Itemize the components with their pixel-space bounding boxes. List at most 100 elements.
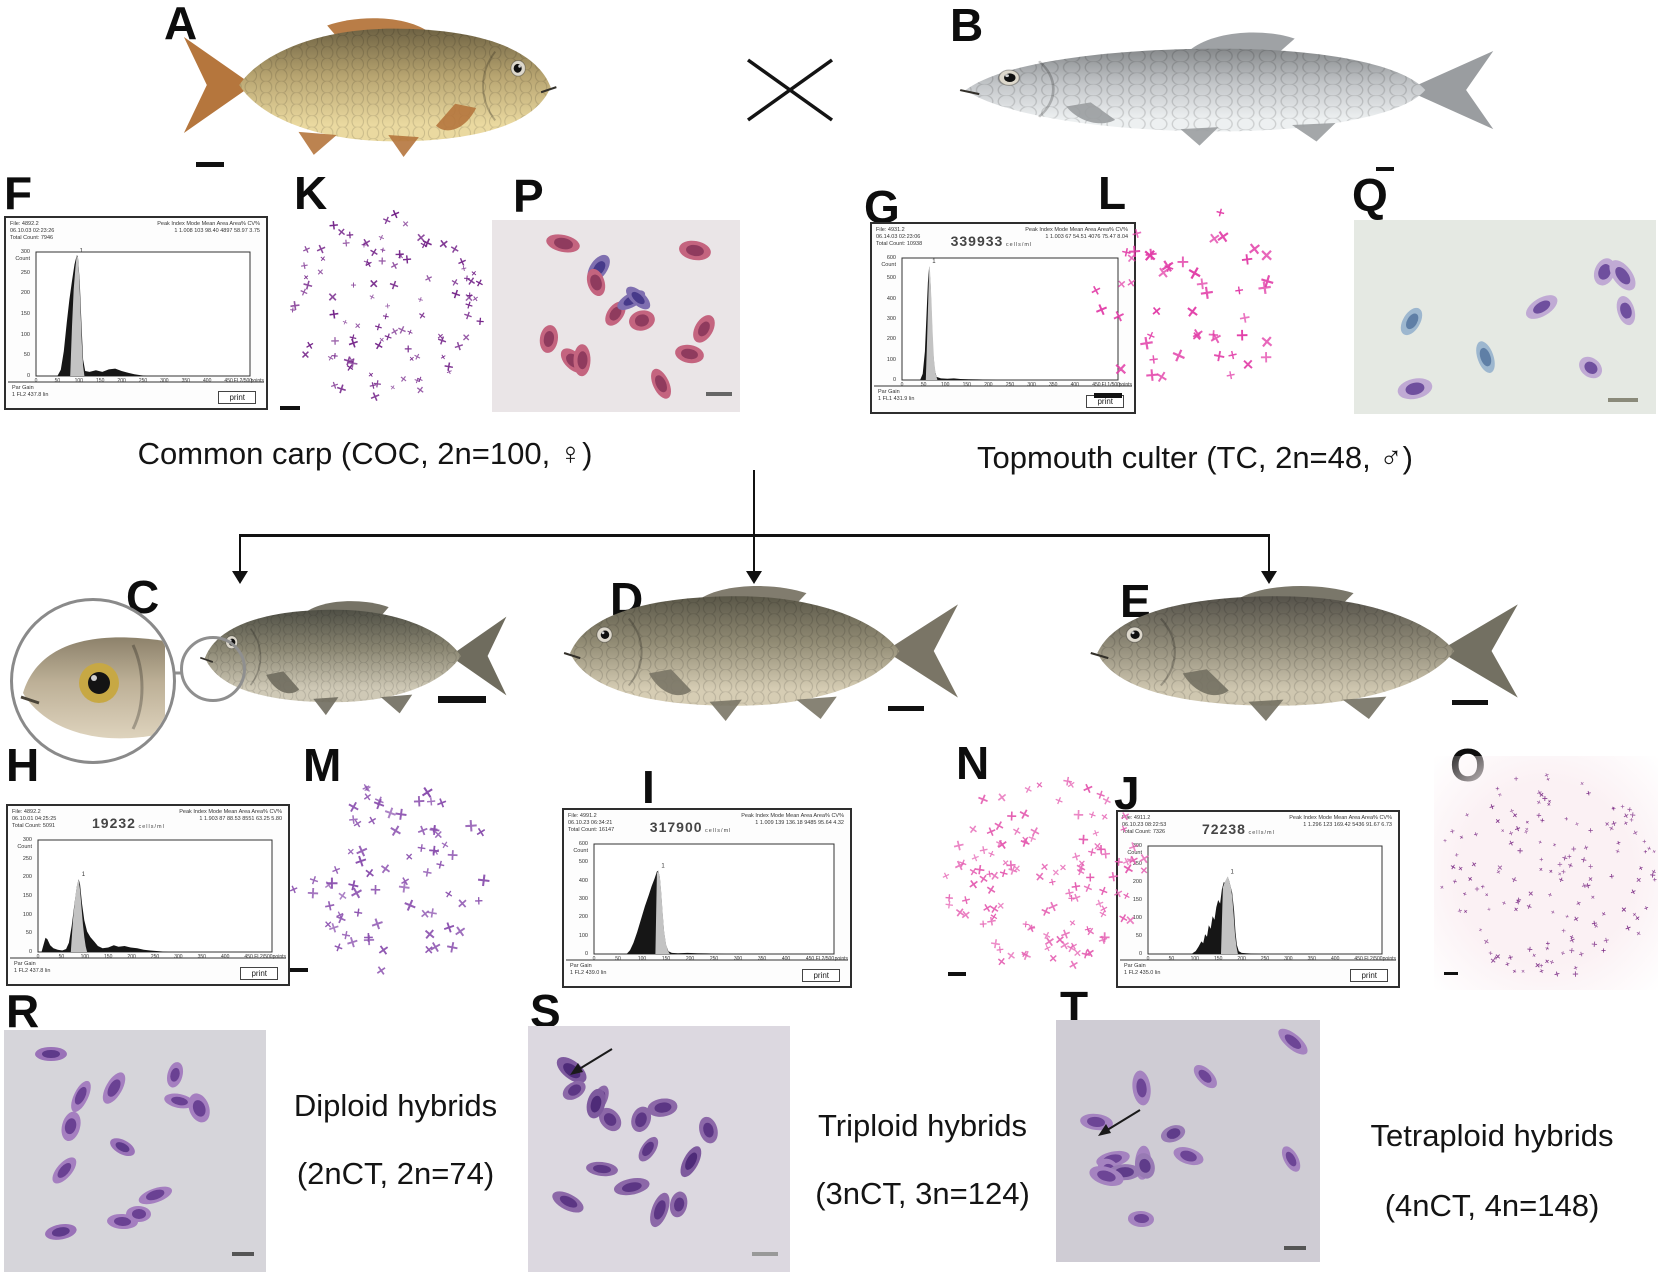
erythrocyte-cell <box>57 1108 84 1143</box>
triploid-caption-line2: (3nCT, 3n=124) <box>815 1176 1030 1211</box>
triploid-caption-line1: Triploid hybrids <box>817 1108 1028 1143</box>
panel-label-p: P <box>513 170 544 222</box>
chromosome: ✕ <box>406 328 415 336</box>
erythrocyte-cell <box>1277 1143 1304 1175</box>
chromosome: ✕ <box>415 294 424 304</box>
chromosome: ✕ <box>1483 938 1491 947</box>
chromosome: ✕ <box>1503 960 1511 968</box>
chromosome: ✕ <box>1241 355 1255 372</box>
chromosome: ✕ <box>1552 842 1558 849</box>
chromosome: ✕ <box>940 869 952 882</box>
chromosome: ✕ <box>1507 837 1516 846</box>
erythrocyte-cell <box>1130 1069 1153 1107</box>
diploid-caption-line2: (2nCT, 2n=74) <box>296 1156 495 1191</box>
erythrocyte-cell <box>1127 1210 1155 1228</box>
chromosome: ✕ <box>457 897 469 912</box>
panel-q-blood-smear <box>1354 220 1656 414</box>
chromosome: ✕ <box>1037 904 1053 919</box>
chromosome: ✕ <box>1486 906 1493 912</box>
annotation-arrow-icon <box>570 1047 613 1075</box>
cytometer-stats: Peak Index Mode Mean Area Area% CV% 1 1.0… <box>157 221 260 234</box>
panel-label-l: L <box>1098 167 1127 219</box>
chromosome: ✕ <box>1011 825 1023 839</box>
chromosome: ✕ <box>421 927 439 941</box>
chromosome: ✕ <box>1632 829 1640 837</box>
chromosome: ✕ <box>1598 947 1607 956</box>
chromosome: ✕ <box>439 353 448 361</box>
chromosome: ✕ <box>344 228 357 242</box>
cytometer-stats: Peak Index Mode Mean Area Area% CV% 1 1.9… <box>179 809 282 822</box>
cell-concentration-value: 19232 cells/ml <box>92 815 165 831</box>
chromosome: ✕ <box>378 860 392 877</box>
chromosome: ✕ <box>1100 810 1110 823</box>
scale-bar <box>1444 972 1458 975</box>
erythrocyte-cell <box>627 308 658 334</box>
panel-j-flow-cytometry: File: 4911.2 06.10.23 08:22:53 Total Count… <box>1116 810 1400 988</box>
chromosome: ✕ <box>326 307 342 323</box>
chromosome: ✕ <box>1573 915 1582 923</box>
chromosome: ✕ <box>1651 848 1658 855</box>
scale-bar <box>706 392 732 396</box>
chromosome: ✕ <box>433 795 451 811</box>
chromosome: ✕ <box>1544 956 1550 964</box>
scale-bar <box>752 1252 778 1256</box>
chromosome: ✕ <box>1635 875 1642 884</box>
flow-histogram: 1 <box>874 257 1132 387</box>
chromosome: ✕ <box>1514 845 1524 855</box>
panel-s-blood-smear <box>528 1026 790 1272</box>
chromosome: ✕ <box>465 275 477 289</box>
chromosome: ✕ <box>1047 953 1061 963</box>
panel-label-k: K <box>294 167 328 219</box>
chromosome: ✕ <box>1585 863 1594 872</box>
chromosome: ✕ <box>1563 815 1570 822</box>
chromosome: ✕ <box>1560 928 1568 935</box>
chromosome: ✕ <box>1118 810 1133 823</box>
chromosome: ✕ <box>996 789 1009 805</box>
chromosome: ✕ <box>1472 831 1480 840</box>
chromosome: ✕ <box>1046 876 1059 888</box>
chromosome: ✕ <box>1449 862 1457 871</box>
chromosome: ✕ <box>1579 780 1585 786</box>
chromosome: ✕ <box>434 332 448 348</box>
chromosome: ✕ <box>1514 894 1523 904</box>
panel-p-blood-smear <box>492 220 740 412</box>
chromosome: ✕ <box>1093 298 1111 318</box>
chromosome: ✕ <box>1191 328 1203 343</box>
chromosome: ✕ <box>1513 773 1521 782</box>
chromosome: ✕ <box>1090 827 1101 839</box>
chromosome: ✕ <box>1548 868 1553 875</box>
chromosome: ✕ <box>1538 856 1545 863</box>
chromosome: ✕ <box>1124 914 1139 926</box>
chromosome: ✕ <box>1546 801 1551 808</box>
chromosome: ✕ <box>389 382 396 391</box>
chromosome: ✕ <box>1139 865 1149 878</box>
chromosome: ✕ <box>1259 331 1275 350</box>
cell-concentration-value: 72238 cells/ml <box>1202 821 1275 837</box>
topmouth-culter-photo <box>952 16 1496 160</box>
erythrocyte-cell <box>573 344 591 377</box>
chromosome: ✕ <box>369 293 378 301</box>
chromosome: ✕ <box>1468 860 1477 868</box>
fish-illustration <box>183 18 557 157</box>
chromosome: ✕ <box>1522 828 1530 835</box>
chromosome: ✕ <box>1606 873 1615 882</box>
hybrid-head-closeup <box>20 637 165 739</box>
erythrocyte-cell <box>688 311 719 347</box>
chromosome: ✕ <box>1527 890 1534 898</box>
fish-illustration <box>959 32 1494 146</box>
chromosome: ✕ <box>1579 855 1589 865</box>
svg-text:1: 1 <box>661 864 665 870</box>
chromosome: ✕ <box>361 783 373 794</box>
print-button: print <box>802 969 840 982</box>
cytometer-header-info: File: 4892.2 06.10.03 02:23:26 Total Count… <box>10 221 55 241</box>
cross-icon <box>746 58 834 122</box>
chromosome: ✕ <box>1146 351 1162 367</box>
erythrocyte-cell <box>44 1221 79 1242</box>
chromosome: ✕ <box>450 923 469 939</box>
chromosome: ✕ <box>1005 950 1019 961</box>
chromosome: ✕ <box>1536 967 1544 974</box>
chromosome: ✕ <box>1583 880 1593 890</box>
panel-n-karyotype: ✕ ✕ ✕ ✕ ✕ ✕ ✕ ✕ ✕ ✕ ✕ ✕ ✕ ✕ ✕ ✕ ✕ ✕ ✕ ✕ ✕ ✕ ✕ ✕ ✕ ✕ ✕ ✕ ✕ ✕ ✕ ✕ ✕ ✕ ✕ ✕ ✕ ✕ ✕ ✕… <box>934 750 1151 992</box>
chromosome: ✕ <box>1024 832 1039 845</box>
chromosome: ✕ <box>964 877 981 890</box>
